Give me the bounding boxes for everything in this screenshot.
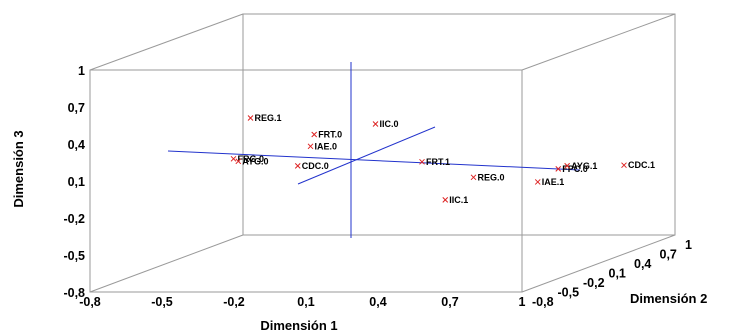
point-label: REG.1 [255,113,282,123]
z-tick-label: 0,4 [68,138,85,152]
z-tick-label: 0,1 [68,175,85,189]
point-marker [470,174,477,181]
point-marker [311,131,318,138]
dimension-1-axis-line [167,150,581,171]
point-label: CDC.0 [302,161,329,171]
data-point: AYG.0 [235,156,268,166]
point-label: FPC.0 [562,164,588,174]
x-tick-label: 0,7 [441,295,458,309]
x-axis-title: Dimensión 1 [260,318,337,333]
y-tick-label: -0,2 [583,276,605,290]
point-label: IAE.0 [315,141,338,151]
point-marker [235,158,242,165]
point-marker [534,179,541,185]
point-marker [294,163,301,169]
z-axis-tick-labels: -0,8 -0,5 -0,2 0,1 0,4 0,7 1 [63,64,85,300]
z-tick-label: -0,5 [63,249,85,263]
point-marker [307,143,314,150]
data-point: IIC.1 [442,195,468,205]
data-point: FRT.1 [419,157,450,167]
point-marker [564,162,571,169]
data-point: FRG.0 [230,154,265,164]
data-point: IIC.0 [372,119,399,129]
y-axis-title: Dimensión 2 [630,291,707,306]
z-tick-label: -0,2 [63,212,85,226]
z-axis-title: Dimensión 3 [11,130,26,207]
point-marker [555,166,562,172]
data-point: CDC.1 [621,160,655,170]
point-marker [230,155,237,162]
data-point: IAE.1 [534,177,565,187]
point-marker [442,197,449,203]
y-tick-label: 0,4 [634,257,651,271]
data-point: AYG.1 [564,161,597,171]
y-tick-label: -0,5 [558,286,580,300]
data-point: FPC.0 [555,164,588,174]
box-edge-top-left [89,13,244,71]
point-label: FRT.1 [426,157,450,167]
x-tick-label: -0,5 [151,295,173,309]
y-axis-tick-labels: -0,8 -0,5-0,2 0,1 0,4 0,7 1 [532,238,692,309]
point-label: IIC.1 [449,195,468,205]
x-tick-label: 0,1 [297,295,314,309]
point-label: FRG.0 [238,154,265,164]
z-tick-label: -0,8 [63,286,85,300]
x-tick-label: 0,4 [369,295,386,309]
box-edge-bottom-right [521,234,676,293]
box-edge-bottom-left [89,234,244,293]
dimension-2-axis-line [297,126,436,185]
data-point: REG.1 [247,113,282,123]
y-tick-label: -0,8 [532,295,554,309]
x-tick-label: -0,8 [79,295,101,309]
y-tick-label: 0,7 [660,248,677,262]
point-marker [621,162,627,169]
box-edge-top-right [521,13,676,71]
data-point: IAE.0 [307,141,338,151]
point-marker [372,121,379,127]
x-axis-tick-labels: -0,8 -0,5 -0,2 0,1 0,4 0,7 1 [79,295,525,309]
x-tick-label: -0,2 [223,295,245,309]
data-point: FRT.0 [311,130,342,140]
point-label: IAE.1 [542,177,565,187]
point-marker [247,115,254,121]
data-point: REG.0 [470,172,505,182]
y-tick-label: 1 [685,238,692,252]
data-point: CDC.0 [294,161,329,171]
point-label: AYG.0 [242,156,268,166]
y-tick-label: 0,1 [609,267,626,281]
z-tick-label: 0,7 [68,101,85,115]
point-marker [419,158,425,165]
z-tick-label: 1 [78,64,85,78]
point-label: CDC.1 [628,160,655,170]
point-label: AYG.1 [571,161,597,171]
point-label: REG.0 [478,172,505,182]
point-label: FRT.0 [318,130,342,140]
x-tick-label: 1 [519,295,526,309]
point-label: IIC.0 [380,119,399,129]
